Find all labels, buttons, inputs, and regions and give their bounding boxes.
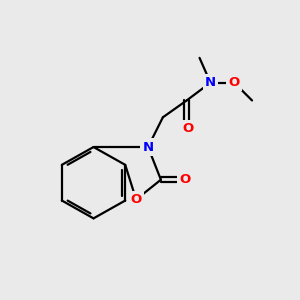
Text: N: N [142, 140, 154, 154]
Text: N: N [205, 76, 216, 89]
Text: O: O [182, 122, 193, 135]
Text: O: O [229, 76, 240, 89]
Text: O: O [130, 193, 142, 206]
Text: O: O [179, 173, 190, 186]
